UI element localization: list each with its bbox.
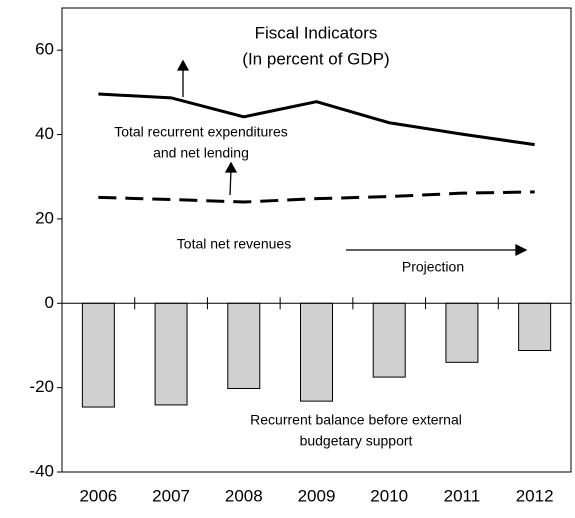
bar [445, 302, 479, 363]
bar [300, 302, 333, 402]
plot-border [61, 7, 572, 473]
annotation: Total net revenues [177, 236, 291, 252]
x-tick-label: 2010 [370, 486, 408, 505]
bar [81, 302, 115, 408]
y-tick-label: 40 [35, 124, 54, 143]
bar [372, 302, 406, 378]
y-tick-label: 20 [35, 208, 54, 227]
annotation: budgetary support [300, 433, 413, 449]
x-tick-label: 2007 [152, 486, 190, 505]
y-tick-label: 60 [35, 40, 54, 59]
chart-title: Fiscal Indicators [255, 23, 378, 42]
x-tick-label: 2008 [225, 486, 263, 505]
x-tick-label: 2011 [444, 486, 481, 505]
line [98, 190, 535, 204]
x-tick-label: 2009 [298, 486, 336, 505]
y-tick-label: -20 [29, 377, 54, 396]
line [98, 92, 535, 147]
annotation: Recurrent balance before external [250, 412, 462, 428]
arrows [176, 59, 528, 257]
bar [154, 302, 188, 406]
annotation: and net lending [153, 145, 249, 161]
x-tick-label: 2012 [516, 486, 554, 505]
bar [518, 302, 552, 352]
y-tick-label: -40 [29, 461, 54, 480]
x-tick-label: 2006 [79, 486, 117, 505]
annotation: Projection [402, 259, 464, 275]
bar [227, 302, 261, 389]
y-tick-label: 0 [45, 293, 54, 312]
annotation: Total recurrent expenditures [114, 124, 288, 140]
chart-subtitle: (In percent of GDP) [242, 49, 389, 68]
